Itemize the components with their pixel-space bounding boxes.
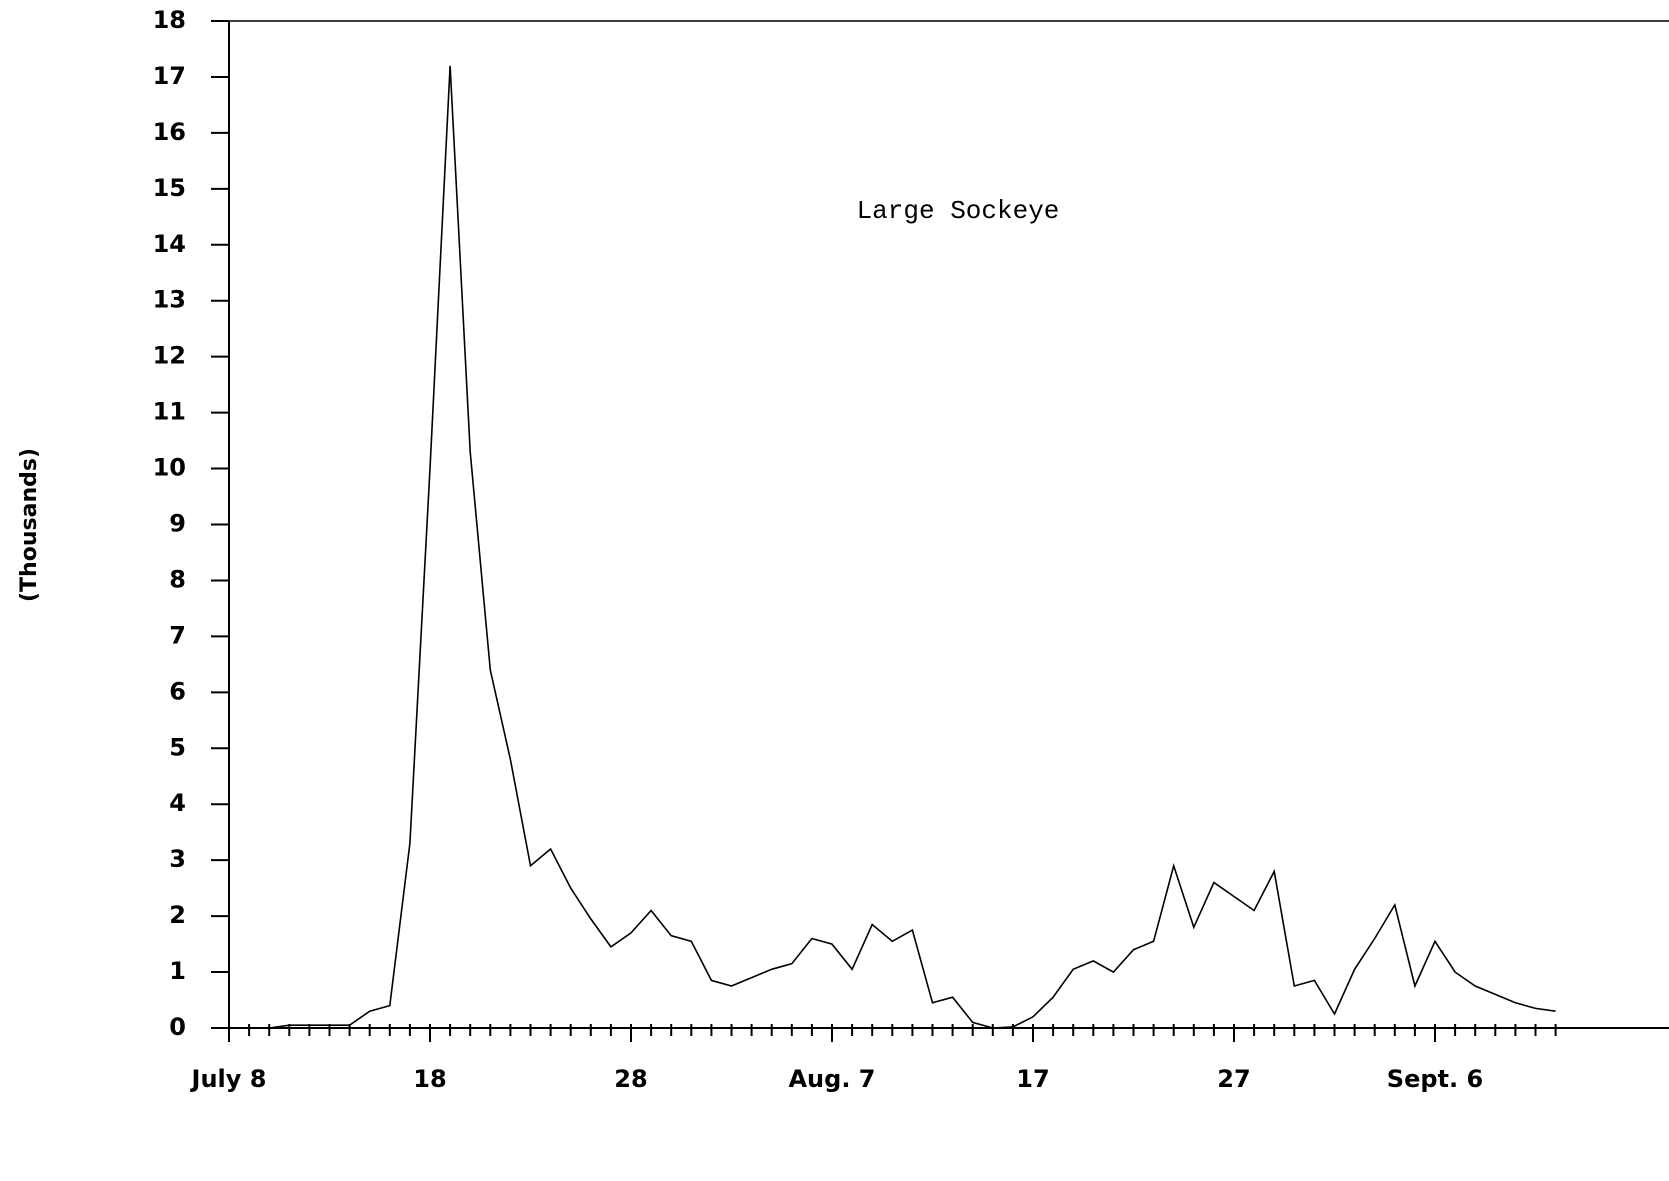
y-tick-label: 7 [169,621,186,649]
y-tick-label: 4 [169,789,186,817]
x-tick-label: July 8 [190,1065,267,1093]
x-tick-label: Sept. 6 [1387,1065,1483,1093]
y-tick-label: 9 [169,510,186,538]
y-tick-label: 5 [169,733,186,761]
y-tick-label: 10 [153,454,186,482]
y-tick-label: 15 [153,174,186,202]
y-tick-label: 8 [169,565,186,593]
y-tick-label: 1 [169,957,186,985]
annotation: Large Sockeye [857,196,1060,226]
y-tick-label: 3 [169,845,186,873]
x-tick-label: 18 [413,1065,446,1093]
y-tick-label: 11 [153,398,186,426]
y-tick-label: 2 [169,901,186,929]
y-tick-label: 6 [169,677,186,705]
data-line [229,65,1556,1029]
y-tick-label: 14 [153,230,186,258]
y-tick-label: 18 [153,6,186,34]
y-tick-label: 13 [153,286,186,314]
x-tick-label: 28 [614,1065,647,1093]
y-tick-label: 17 [153,62,186,90]
y-axis-label: (Thousands) [17,448,42,602]
y-tick-label: 12 [153,342,186,370]
x-tick-label: 17 [1016,1065,1049,1093]
x-tick-label: 27 [1217,1065,1250,1093]
x-tick-label: Aug. 7 [788,1065,875,1093]
y-tick-label: 0 [169,1013,186,1041]
y-tick-label: 16 [153,118,186,146]
